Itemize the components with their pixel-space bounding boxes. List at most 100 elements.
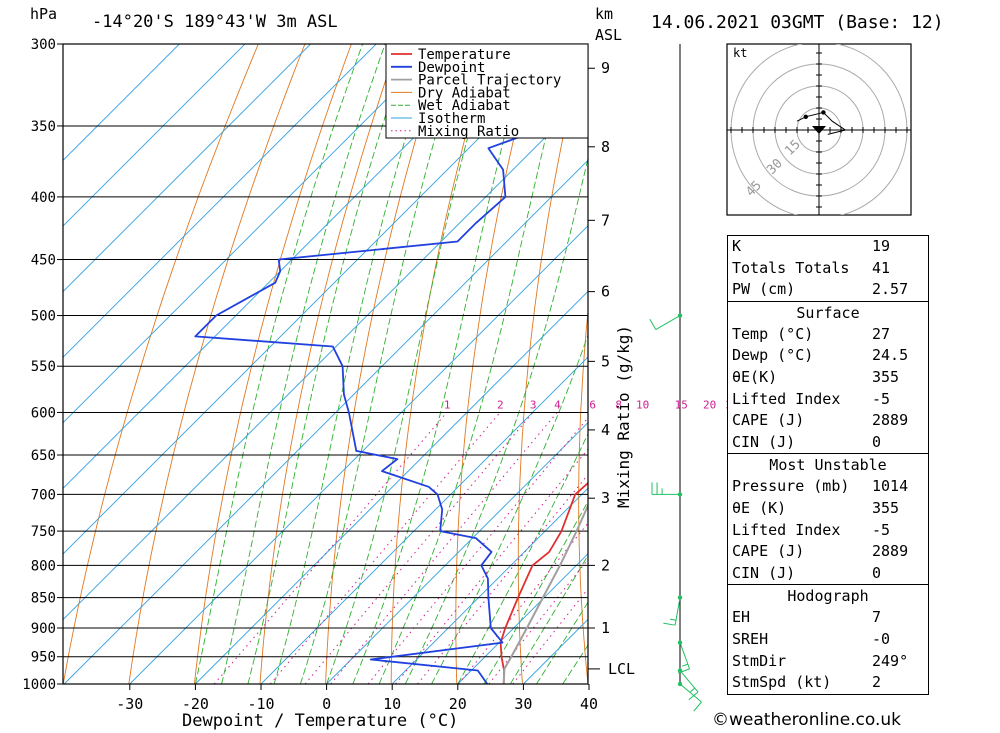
height-tick-label: 3 [601, 489, 610, 507]
index-label: Totals Totals [732, 258, 850, 277]
index-label: CAPE (J) [732, 542, 805, 561]
surface-section: Surface Temp (°C) 27 Dewp (°C) 24.5 θE(K) 355… [728, 300, 928, 454]
section-title: Most Unstable [769, 456, 887, 475]
section-title: Surface [796, 303, 860, 322]
mixing-ratio-labels: 12346810152025 [444, 398, 739, 411]
wet-adiabat [299, 44, 464, 684]
wind-barb-shaft [679, 683, 702, 703]
hodograph-section: Hodograph EH 7 SREH -0 StmDir 249° StmSpd (kt)… [728, 584, 928, 693]
dry-adiabat [325, 44, 445, 684]
legend-entry: Isotherm [418, 111, 485, 127]
index-label: SREH [732, 629, 769, 648]
wind-barb-half-flag [670, 618, 677, 621]
sounding-profiles [194, 44, 588, 684]
dry-adiabat [128, 44, 306, 684]
hodograph-point [821, 110, 826, 115]
pressure-tick-label: 700 [31, 487, 56, 503]
index-label: Lifted Index [732, 520, 841, 539]
height-tick-label: 5 [601, 352, 610, 370]
pressure-tick-label: 800 [31, 558, 56, 574]
height-tick-label: 4 [601, 421, 610, 439]
wind-barb-half-flag [682, 663, 689, 667]
wind-barb-shaft [655, 315, 681, 330]
index-value: 7 [872, 608, 882, 627]
legend-entry: Dry Adiabat [418, 85, 511, 101]
height-axis-labels: 1 2 3 4 5 6 7 8 9 [588, 59, 610, 637]
pressure-tick-label: 1000 [22, 677, 56, 693]
index-row: θE (K) 355 [728, 498, 928, 520]
wet-adiabat [431, 333, 588, 684]
pressure-tick-label: 350 [31, 119, 56, 135]
index-row: Temp (°C) 27 [728, 324, 928, 346]
index-label: CIN (J) [732, 432, 796, 451]
height-tick-label: 2 [601, 556, 610, 574]
index-value: 0 [872, 432, 882, 451]
wet-adiabat [194, 44, 364, 684]
index-label: PW (cm) [732, 280, 796, 299]
pressure-tick-label: 850 [31, 591, 56, 607]
isotherm [63, 44, 443, 424]
mixing-ratio-label: 6 [589, 398, 596, 411]
wind-barbs [649, 313, 702, 712]
pressure-tick-label: 900 [31, 621, 56, 637]
copyright-link[interactable]: ©weatheronline.co.uk [712, 710, 902, 730]
wet-adiabat [221, 44, 386, 684]
index-row: StmDir 249° [728, 651, 928, 673]
wet-adiabat [378, 44, 570, 684]
pressure-unit-label: hPa [30, 5, 57, 23]
section-title: Hodograph [787, 587, 869, 606]
wind-barb-base [677, 313, 683, 318]
index-row-pw: PW (cm) 2.57 [728, 279, 928, 301]
index-value: 1014 [872, 477, 909, 496]
legend-box [385, 43, 589, 139]
pressure-tick-label: 400 [31, 190, 56, 206]
isotherm [129, 225, 588, 684]
index-label: CIN (J) [732, 563, 796, 582]
pressure-tick-label: 550 [31, 359, 56, 375]
index-label: θE(K) [732, 367, 778, 386]
datetime-title: 14.06.2021 03GMT (Base: 12) [651, 12, 944, 33]
index-row: SREH -0 [728, 629, 928, 651]
legend-entry: Mixing Ratio [418, 124, 519, 140]
height-unit-bottom: ASL [595, 26, 622, 44]
index-label: StmSpd (kt) [732, 673, 832, 692]
index-label: StmDir [732, 651, 787, 670]
height-unit-top: km [595, 5, 613, 23]
index-row: StmSpd (kt) 2 [728, 672, 928, 694]
index-value: 41 [872, 258, 891, 277]
index-value: 355 [872, 367, 900, 386]
mixing-ratio-label: 2 [497, 398, 504, 411]
temperature-tick-label: 20 [449, 695, 467, 713]
mixing-ratio-label: 15 [675, 398, 688, 411]
hodograph-point [803, 114, 808, 120]
isotherm [63, 44, 181, 162]
temperature-axis-labels: -30 -20 -10 0 10 20 30 40 [116, 684, 598, 713]
index-value: 2889 [872, 411, 909, 430]
index-label: CAPE (J) [732, 411, 805, 430]
index-row: CAPE (J) 2889 [728, 541, 928, 563]
index-label: Pressure (mb) [732, 477, 850, 496]
mixing-ratio-label: 20 [703, 398, 716, 411]
index-row: Pressure (mb) 1014 [728, 476, 928, 498]
wet-adiabat [352, 44, 530, 684]
pressure-tick-label: 650 [31, 448, 56, 464]
wet-adiabats [194, 44, 588, 684]
x-axis-title: Dewpoint / Temperature (°C) [182, 711, 458, 731]
wind-barb-flag [693, 701, 702, 712]
isotherm [391, 487, 588, 684]
index-row: Lifted Index -5 [728, 520, 928, 542]
mixing-ratio-label: 1 [444, 398, 451, 411]
pressure-tick-label: 300 [31, 37, 56, 53]
isotherm [326, 421, 588, 684]
most-unstable-section: Most Unstable Pressure (mb) 1014 θE (K) 355… [728, 453, 928, 584]
dry-adiabat [694, 26, 727, 684]
pressure-tick-label: 450 [31, 253, 56, 269]
index-row: Lifted Index -5 [728, 389, 928, 411]
height-tick-label: 1 [601, 619, 610, 637]
wet-adiabat [326, 44, 495, 684]
index-row: EH 7 [728, 607, 928, 629]
stability-indices-table: K 19 Totals Totals 41 PW (cm) 2.57 Surfa… [727, 235, 929, 695]
isotherm [63, 44, 377, 358]
legend-entry: Wet Adiabat [418, 98, 511, 114]
wind-barb-flag [688, 691, 699, 701]
